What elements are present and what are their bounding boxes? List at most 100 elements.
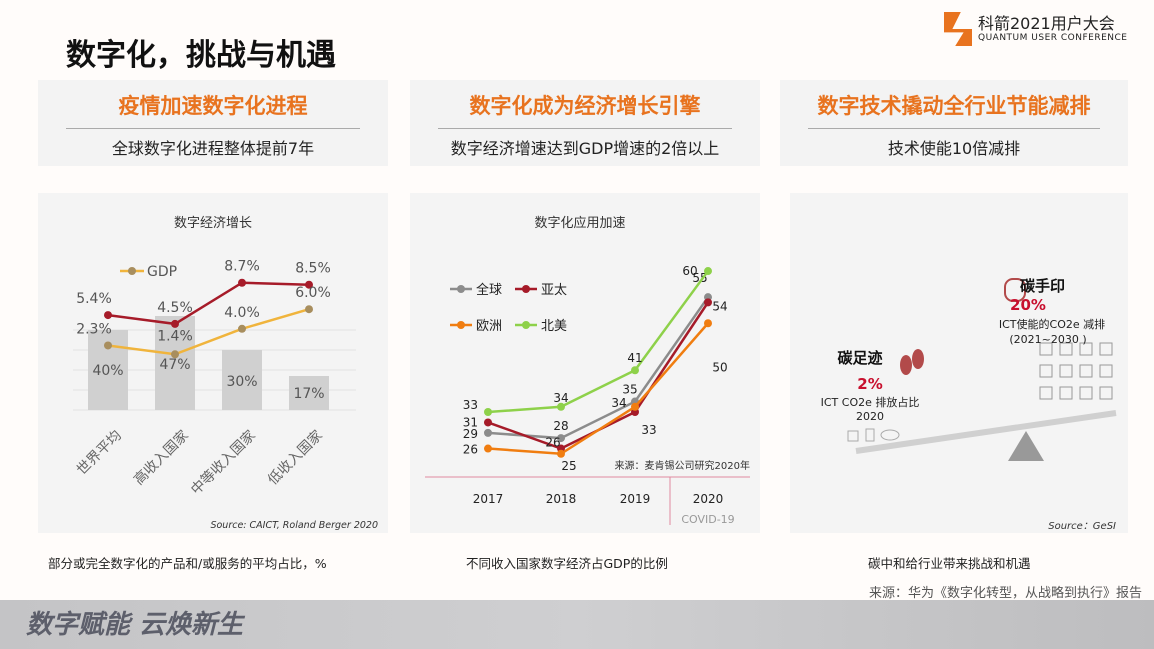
data-point [704, 298, 712, 307]
footprint-title: 碳足迹 [837, 349, 882, 367]
data-label: 26 [463, 443, 478, 457]
slogan: 数字赋能 云焕新生 [26, 610, 244, 640]
column-header-1: 疫情加速数字化进程 全球数字化进程整体提前7年 [38, 80, 388, 166]
data-point [238, 324, 246, 333]
handprint-title: 碳手印 [1020, 277, 1065, 295]
handprint-years: (2021~2030 ) [1009, 333, 1086, 346]
data-label: 31 [463, 415, 478, 429]
data-point [704, 319, 712, 328]
legend-marker [128, 267, 136, 275]
data-label: 29 [463, 427, 478, 441]
data-label: 8.5% [295, 261, 331, 277]
chart-title: 数字化应用加速 [534, 215, 625, 231]
page-title: 数字化，挑战与机遇 [66, 38, 336, 73]
data-point [704, 267, 712, 276]
industry-icons [1039, 342, 1113, 400]
legend-label: 欧洲 [476, 319, 502, 334]
legend-label: 北美 [541, 319, 567, 334]
bar-label: 40% [92, 363, 123, 379]
subheading: 数字经济增速达到GDP增速的2倍以上 [450, 139, 720, 158]
seesaw-pivot [1008, 431, 1044, 461]
chart-source: Source: CAICT, Roland Berger 2020 [210, 520, 378, 531]
category-label: 高收入国家 [130, 427, 192, 489]
report-source: 来源：华为《数字化转型，从战略到执行》报告 [868, 586, 1142, 601]
subheading: 技术使能10倍减排 [887, 139, 1021, 158]
data-point [171, 319, 179, 328]
data-label: 1.4% [157, 328, 193, 344]
device-icons [847, 428, 900, 442]
legend-marker [522, 285, 530, 293]
data-point [631, 402, 639, 411]
data-label: 4.5% [157, 300, 193, 316]
data-label: 2.3% [76, 321, 112, 337]
bar-label: 47% [159, 357, 190, 373]
data-label: 41 [627, 351, 642, 365]
data-point [305, 280, 313, 289]
x-tick-label: 2017 [473, 492, 504, 506]
series-line [107, 308, 310, 356]
chart-panel-2: 数字化应用加速 2017 2018 2019 2020 COVID-19 来源：麦肯锡公司研… [410, 193, 760, 533]
handprint-desc: ICT使能的CO2e 减排 [999, 317, 1105, 331]
handprint-value: 20% [1010, 296, 1046, 314]
data-point [484, 444, 492, 453]
data-label: 6.0% [295, 285, 331, 301]
bar [222, 350, 262, 410]
heading: 疫情加速数字化进程 [118, 94, 308, 118]
category-label: 低收入国家 [264, 427, 326, 489]
footer-banner [0, 600, 1154, 649]
column-header-2: 数字化成为经济增长引擎数字经济增速达到GDP增速的2倍以上 [410, 80, 760, 166]
data-point [305, 305, 313, 314]
heading: 数字化成为经济增长引擎 [469, 94, 701, 118]
carbon-illustration: 碳手印 20% ICT使能的CO2e 减排 (2021~2030 ) 碳足迹 2… [821, 277, 1117, 532]
footprint-desc: ICT CO2e 排放占比 [821, 395, 920, 409]
hand-icon [1004, 278, 1026, 302]
data-label: 34 [611, 396, 626, 410]
series-line [487, 322, 709, 456]
x-tick-label: 2018 [546, 492, 577, 506]
logo-mark-icon [944, 12, 972, 46]
legend-label: 亚太 [541, 283, 567, 298]
data-label: 33 [641, 423, 656, 437]
footprint-year: 2020 [856, 410, 884, 423]
data-point [484, 418, 492, 427]
divider [808, 128, 1100, 129]
bar [155, 316, 195, 410]
carbon-panel: 碳手印 20% ICT使能的CO2e 减排 (2021~2030 ) 碳足迹 2… [790, 193, 1128, 533]
column-header-3: 数字技术撬动全行业节能减排 技术使能10倍减排 [780, 80, 1128, 166]
bar-label: 17% [293, 386, 324, 402]
digital-economy-chart: 数字经济增长 40% 世界平均 47% 高收入国家 30% 中等收入国家 17% 低收入国家 5.… [73, 216, 378, 531]
seesaw-beam [855, 410, 1117, 454]
legend-marker [457, 285, 465, 293]
data-point [557, 449, 565, 458]
digital-adoption-chart: 数字化应用加速 2017 2018 2019 2020 COVID-19 来源：麦肯锡公司研… [425, 215, 750, 526]
series-line [107, 281, 310, 326]
data-point [171, 350, 179, 359]
divider [438, 128, 732, 129]
data-label: 50 [712, 360, 727, 374]
data-point [557, 434, 565, 443]
chart-title: 数字经济增长 [174, 216, 252, 231]
data-label: 33 [463, 398, 478, 412]
bar-label: 30% [226, 374, 257, 390]
series-line [487, 296, 710, 440]
data-label: 4.0% [224, 305, 260, 321]
data-label: 35 [622, 383, 637, 397]
data-label: 60 [682, 264, 697, 278]
data-label: 8.7% [224, 259, 260, 275]
legend-label: GDP [147, 264, 177, 280]
caption-1: 部分或完全数字化的产品和/或服务的平均占比，% [48, 556, 327, 571]
data-point [484, 408, 492, 416]
series-line [487, 270, 710, 414]
legend-marker [457, 321, 465, 329]
data-point [104, 341, 112, 350]
data-point [238, 278, 246, 287]
chart-source: 来源：麦肯锡公司研究2020年 [615, 459, 750, 472]
legend-label: 全球 [476, 282, 502, 298]
chart-panel-1: 数字经济增长 40% 世界平均 47% 高收入国家 30% 中等收入国家 17% 低收入国家 5.… [38, 193, 388, 533]
category-label: 世界平均 [74, 428, 125, 479]
logo-sub: QUANTUM USER CONFERENCE [978, 33, 1128, 43]
x-tick-label: 2020 [693, 492, 724, 506]
data-label: 54 [712, 299, 727, 313]
data-point [104, 311, 112, 320]
covid-annotation: COVID-19 [681, 513, 734, 526]
